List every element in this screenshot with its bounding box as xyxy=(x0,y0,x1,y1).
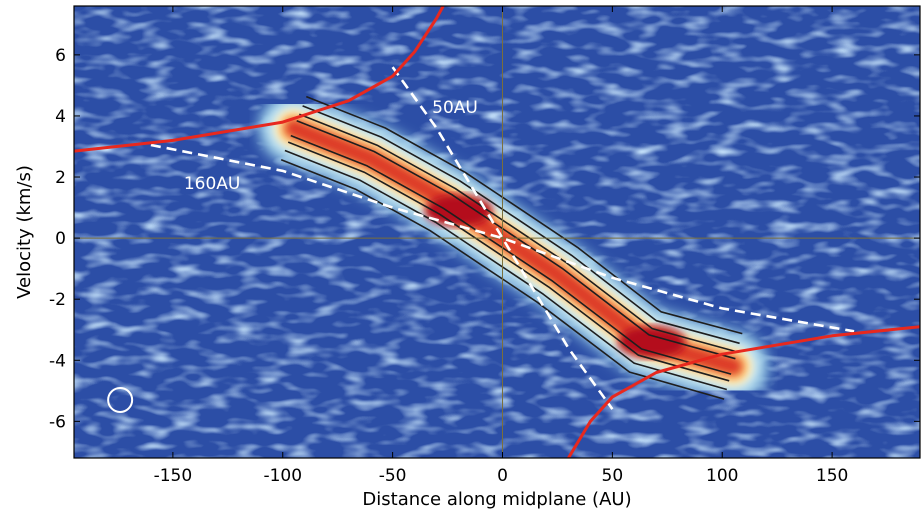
y-tick-label: 6 xyxy=(55,46,66,66)
y-tick-label: 2 xyxy=(55,168,66,188)
x-tick-label: 100 xyxy=(706,466,738,486)
y-tick-label: -4 xyxy=(49,351,66,371)
x-tick-label: -50 xyxy=(379,466,407,486)
y-tick-label: -2 xyxy=(49,290,66,310)
x-tick-label: 50 xyxy=(602,466,624,486)
x-tick-label: 150 xyxy=(816,466,848,486)
annotation-2: 160AU xyxy=(184,174,241,194)
x-axis-label: Distance along midplane (AU) xyxy=(362,489,631,510)
y-axis-label: Velocity (km/s) xyxy=(14,165,35,299)
x-tick-label: 0 xyxy=(497,466,508,486)
annotation-1: 50AU xyxy=(432,98,478,118)
x-tick-label: -100 xyxy=(263,466,302,486)
x-tick-label: -150 xyxy=(154,466,193,486)
y-tick-label: -6 xyxy=(49,412,66,432)
y-tick-label: 0 xyxy=(55,229,66,249)
y-tick-label: 4 xyxy=(55,107,66,127)
heatmap-layer xyxy=(74,6,920,458)
